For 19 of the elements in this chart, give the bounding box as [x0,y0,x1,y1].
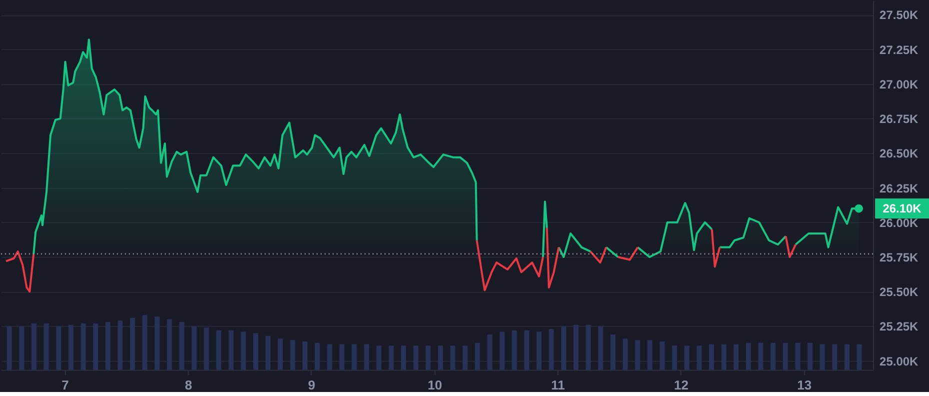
y-tick-label: 26.25K [880,181,919,196]
y-tick-label: 26.00K [880,216,919,230]
y-tick-label: 27.00K [880,77,919,92]
x-tick-label: 13 [797,377,812,392]
y-tick-label: 25.00K [880,354,919,368]
x-tick-label: 10 [428,377,442,392]
y-tick-label: 26.50K [880,146,919,161]
y-tick-label: 26.75K [880,112,919,126]
y-tick-label: 25.25K [880,320,919,334]
x-tick-label: 8 [184,377,192,392]
y-tick-label: 27.25K [880,42,919,57]
y-tick-label: 25.50K [880,285,919,300]
x-tick-label: 7 [62,377,69,392]
y-tick-label: 25.75K [880,250,919,264]
x-tick-label: 12 [674,377,688,392]
y-tick-label: 27.50K [880,8,919,22]
annotation: 26.10K [882,202,922,216]
x-tick-label: 9 [308,377,316,392]
x-tick-label: 11 [551,377,565,392]
